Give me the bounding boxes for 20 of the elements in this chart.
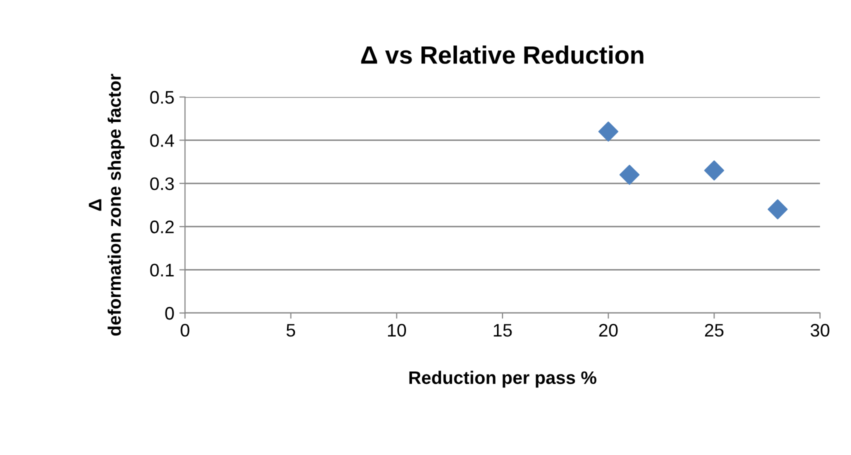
x-tick-label: 0: [180, 324, 190, 337]
x-tick-label: 10: [388, 324, 406, 337]
point: [619, 164, 640, 185]
point: [768, 199, 788, 220]
y-tick-label: 0.3: [150, 177, 174, 190]
chart-title: Δ vs Relative Reduction: [361, 46, 644, 64]
point: [598, 122, 618, 142]
y-tick-label: 0.4: [150, 134, 174, 147]
point: [704, 160, 724, 180]
x-tick-label: 20: [599, 324, 618, 337]
x-tick-label: 15: [494, 324, 512, 337]
x-tick-label: 30: [810, 324, 830, 337]
y-tick-label: 0: [165, 306, 174, 320]
x-tick-label: 5: [286, 324, 296, 337]
y-tick-label: 0.2: [150, 220, 174, 234]
y-tick-label: 0.1: [150, 264, 174, 277]
x-axis-title: Reduction per pass %: [409, 370, 596, 388]
x-tick-label: 25: [705, 324, 724, 337]
y-axis-title: Δ deformation zone shape factor: [88, 74, 124, 336]
y-tick-label: 0.5: [150, 90, 174, 104]
